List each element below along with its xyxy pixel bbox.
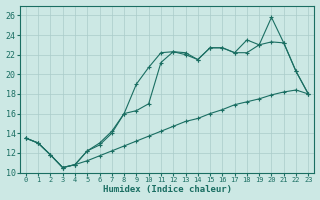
X-axis label: Humidex (Indice chaleur): Humidex (Indice chaleur) xyxy=(103,185,232,194)
